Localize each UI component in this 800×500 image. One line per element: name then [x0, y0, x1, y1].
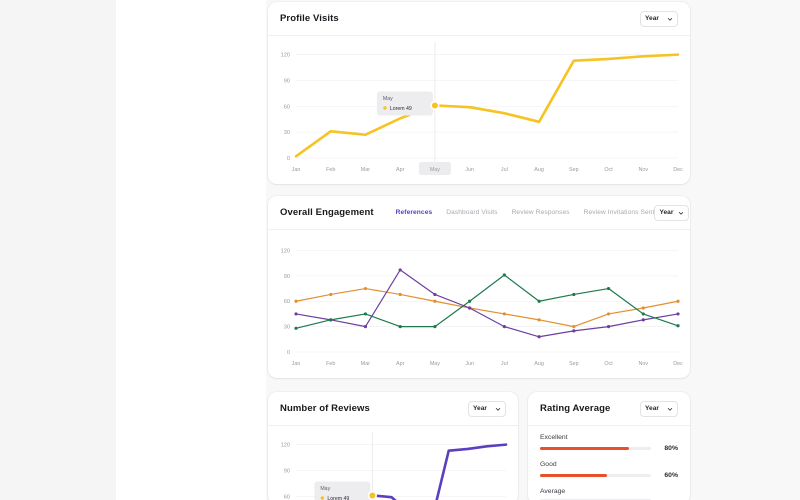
- rating-progress-track: [540, 447, 651, 450]
- chevron-down-icon: [667, 17, 673, 21]
- rating-row-percent: 60%: [664, 472, 678, 479]
- range-select-value: Year: [645, 405, 659, 412]
- rating-row-label: Good: [540, 461, 557, 468]
- svg-text:30: 30: [284, 130, 290, 136]
- card-profile-visits: Profile Visits Year 0 30 60 90 120 Jan Feb Mar A…: [268, 2, 690, 184]
- svg-text:Sep: Sep: [569, 167, 579, 173]
- chevron-down-icon: [679, 211, 684, 215]
- svg-text:30: 30: [284, 325, 290, 331]
- rating-row-label: Average: [540, 488, 566, 495]
- svg-text:Jul: Jul: [501, 361, 508, 367]
- chart-overall-engagement: 0 30 60 90 120 Jan Feb Mar Apr May Jun Jul Aug Sep Oct…: [268, 230, 690, 378]
- chart-profile-visits: 0 30 60 90 120 Jan Feb Mar Apr May Jun Jul Aug Sep Oct…: [268, 36, 690, 184]
- svg-text:60: 60: [284, 494, 290, 500]
- svg-text:Mar: Mar: [361, 361, 370, 367]
- svg-text:0: 0: [287, 156, 290, 162]
- svg-text:90: 90: [284, 468, 290, 474]
- reviews-title: Number of Reviews: [280, 403, 370, 414]
- range-select-value: Year: [473, 405, 487, 412]
- tab-references[interactable]: References: [395, 209, 433, 216]
- svg-text:Apr: Apr: [396, 361, 405, 367]
- rating-row-percent: 80%: [664, 445, 678, 452]
- chevron-down-icon: [667, 407, 673, 411]
- svg-text:60: 60: [284, 104, 290, 110]
- range-select-reviews[interactable]: Year: [468, 400, 506, 417]
- card-header-reviews: Number of Reviews Year: [268, 392, 518, 426]
- rating-progress-fill: [540, 447, 629, 450]
- svg-text:90: 90: [284, 78, 290, 84]
- tab-review-invitations-sent[interactable]: Review Invitations Sent: [583, 209, 655, 216]
- page-title: Profile Visits: [280, 13, 339, 24]
- svg-text:May: May: [430, 167, 440, 173]
- svg-text:Jul: Jul: [501, 167, 508, 173]
- rating-row-label: Excellent: [540, 434, 568, 441]
- range-select-value: Year: [659, 209, 674, 216]
- svg-text:0: 0: [287, 350, 290, 356]
- engagement-title: Overall Engagement: [280, 207, 374, 218]
- svg-text:Aug: Aug: [534, 361, 544, 367]
- svg-text:Sep: Sep: [569, 361, 579, 367]
- rating-progress-fill: [540, 474, 607, 477]
- rating-title: Rating Average: [540, 403, 611, 414]
- svg-text:Lorem 49: Lorem 49: [327, 496, 349, 500]
- svg-text:Oct: Oct: [604, 167, 613, 173]
- rating-rows: Excellent 80% Good 60% Average: [528, 426, 690, 500]
- chevron-down-icon: [495, 407, 501, 411]
- range-select-value: Year: [645, 15, 659, 22]
- content-gutter: [116, 0, 266, 500]
- card-rating-average: Rating Average Year Excellent 80% Good 60% A…: [528, 392, 690, 500]
- svg-text:May: May: [430, 361, 440, 367]
- svg-text:May: May: [320, 486, 330, 492]
- svg-text:Nov: Nov: [638, 361, 648, 367]
- card-header-engagement: Overall Engagement References Dashboard …: [268, 196, 690, 230]
- range-select-engagement[interactable]: Year: [654, 204, 690, 221]
- svg-text:Jun: Jun: [465, 361, 474, 367]
- rating-row: Excellent 80%: [540, 434, 678, 452]
- svg-text:120: 120: [281, 53, 290, 59]
- svg-text:Apr: Apr: [396, 167, 405, 173]
- svg-text:Mar: Mar: [361, 167, 370, 173]
- svg-text:Nov: Nov: [638, 167, 648, 173]
- card-overall-engagement: Overall Engagement References Dashboard …: [268, 196, 690, 378]
- svg-text:Lorem 49: Lorem 49: [390, 106, 412, 112]
- svg-text:Dec: Dec: [673, 361, 683, 367]
- engagement-tabs: References Dashboard Visits Review Respo…: [396, 209, 655, 216]
- rating-progress-track: [540, 474, 651, 477]
- svg-text:Feb: Feb: [326, 361, 335, 367]
- svg-text:120: 120: [281, 443, 290, 449]
- svg-text:60: 60: [284, 299, 290, 305]
- chart-number-of-reviews: 60 90 120 May Lorem 49: [268, 426, 518, 500]
- card-header-profile-visits: Profile Visits Year: [268, 2, 690, 36]
- range-select-profile-visits[interactable]: Year: [640, 10, 678, 27]
- svg-text:90: 90: [284, 274, 290, 280]
- range-select-rating[interactable]: Year: [640, 400, 678, 417]
- tab-dashboard-visits[interactable]: Dashboard Visits: [446, 209, 498, 216]
- rating-row: Average: [540, 488, 678, 500]
- svg-text:Jan: Jan: [292, 167, 301, 173]
- sidebar-rail: [0, 0, 116, 500]
- svg-text:120: 120: [281, 248, 290, 254]
- svg-text:Jan: Jan: [292, 361, 301, 367]
- rating-row: Good 60%: [540, 461, 678, 479]
- svg-text:Oct: Oct: [604, 361, 613, 367]
- card-header-rating: Rating Average Year: [528, 392, 690, 426]
- svg-text:May: May: [383, 96, 393, 102]
- tab-review-responses[interactable]: Review Responses: [511, 209, 570, 216]
- svg-text:Aug: Aug: [534, 167, 544, 173]
- svg-text:Jun: Jun: [465, 167, 474, 173]
- card-number-of-reviews: Number of Reviews Year 60 90 120 May Lorem 4…: [268, 392, 518, 500]
- svg-text:Dec: Dec: [673, 167, 683, 173]
- svg-text:Feb: Feb: [326, 167, 335, 173]
